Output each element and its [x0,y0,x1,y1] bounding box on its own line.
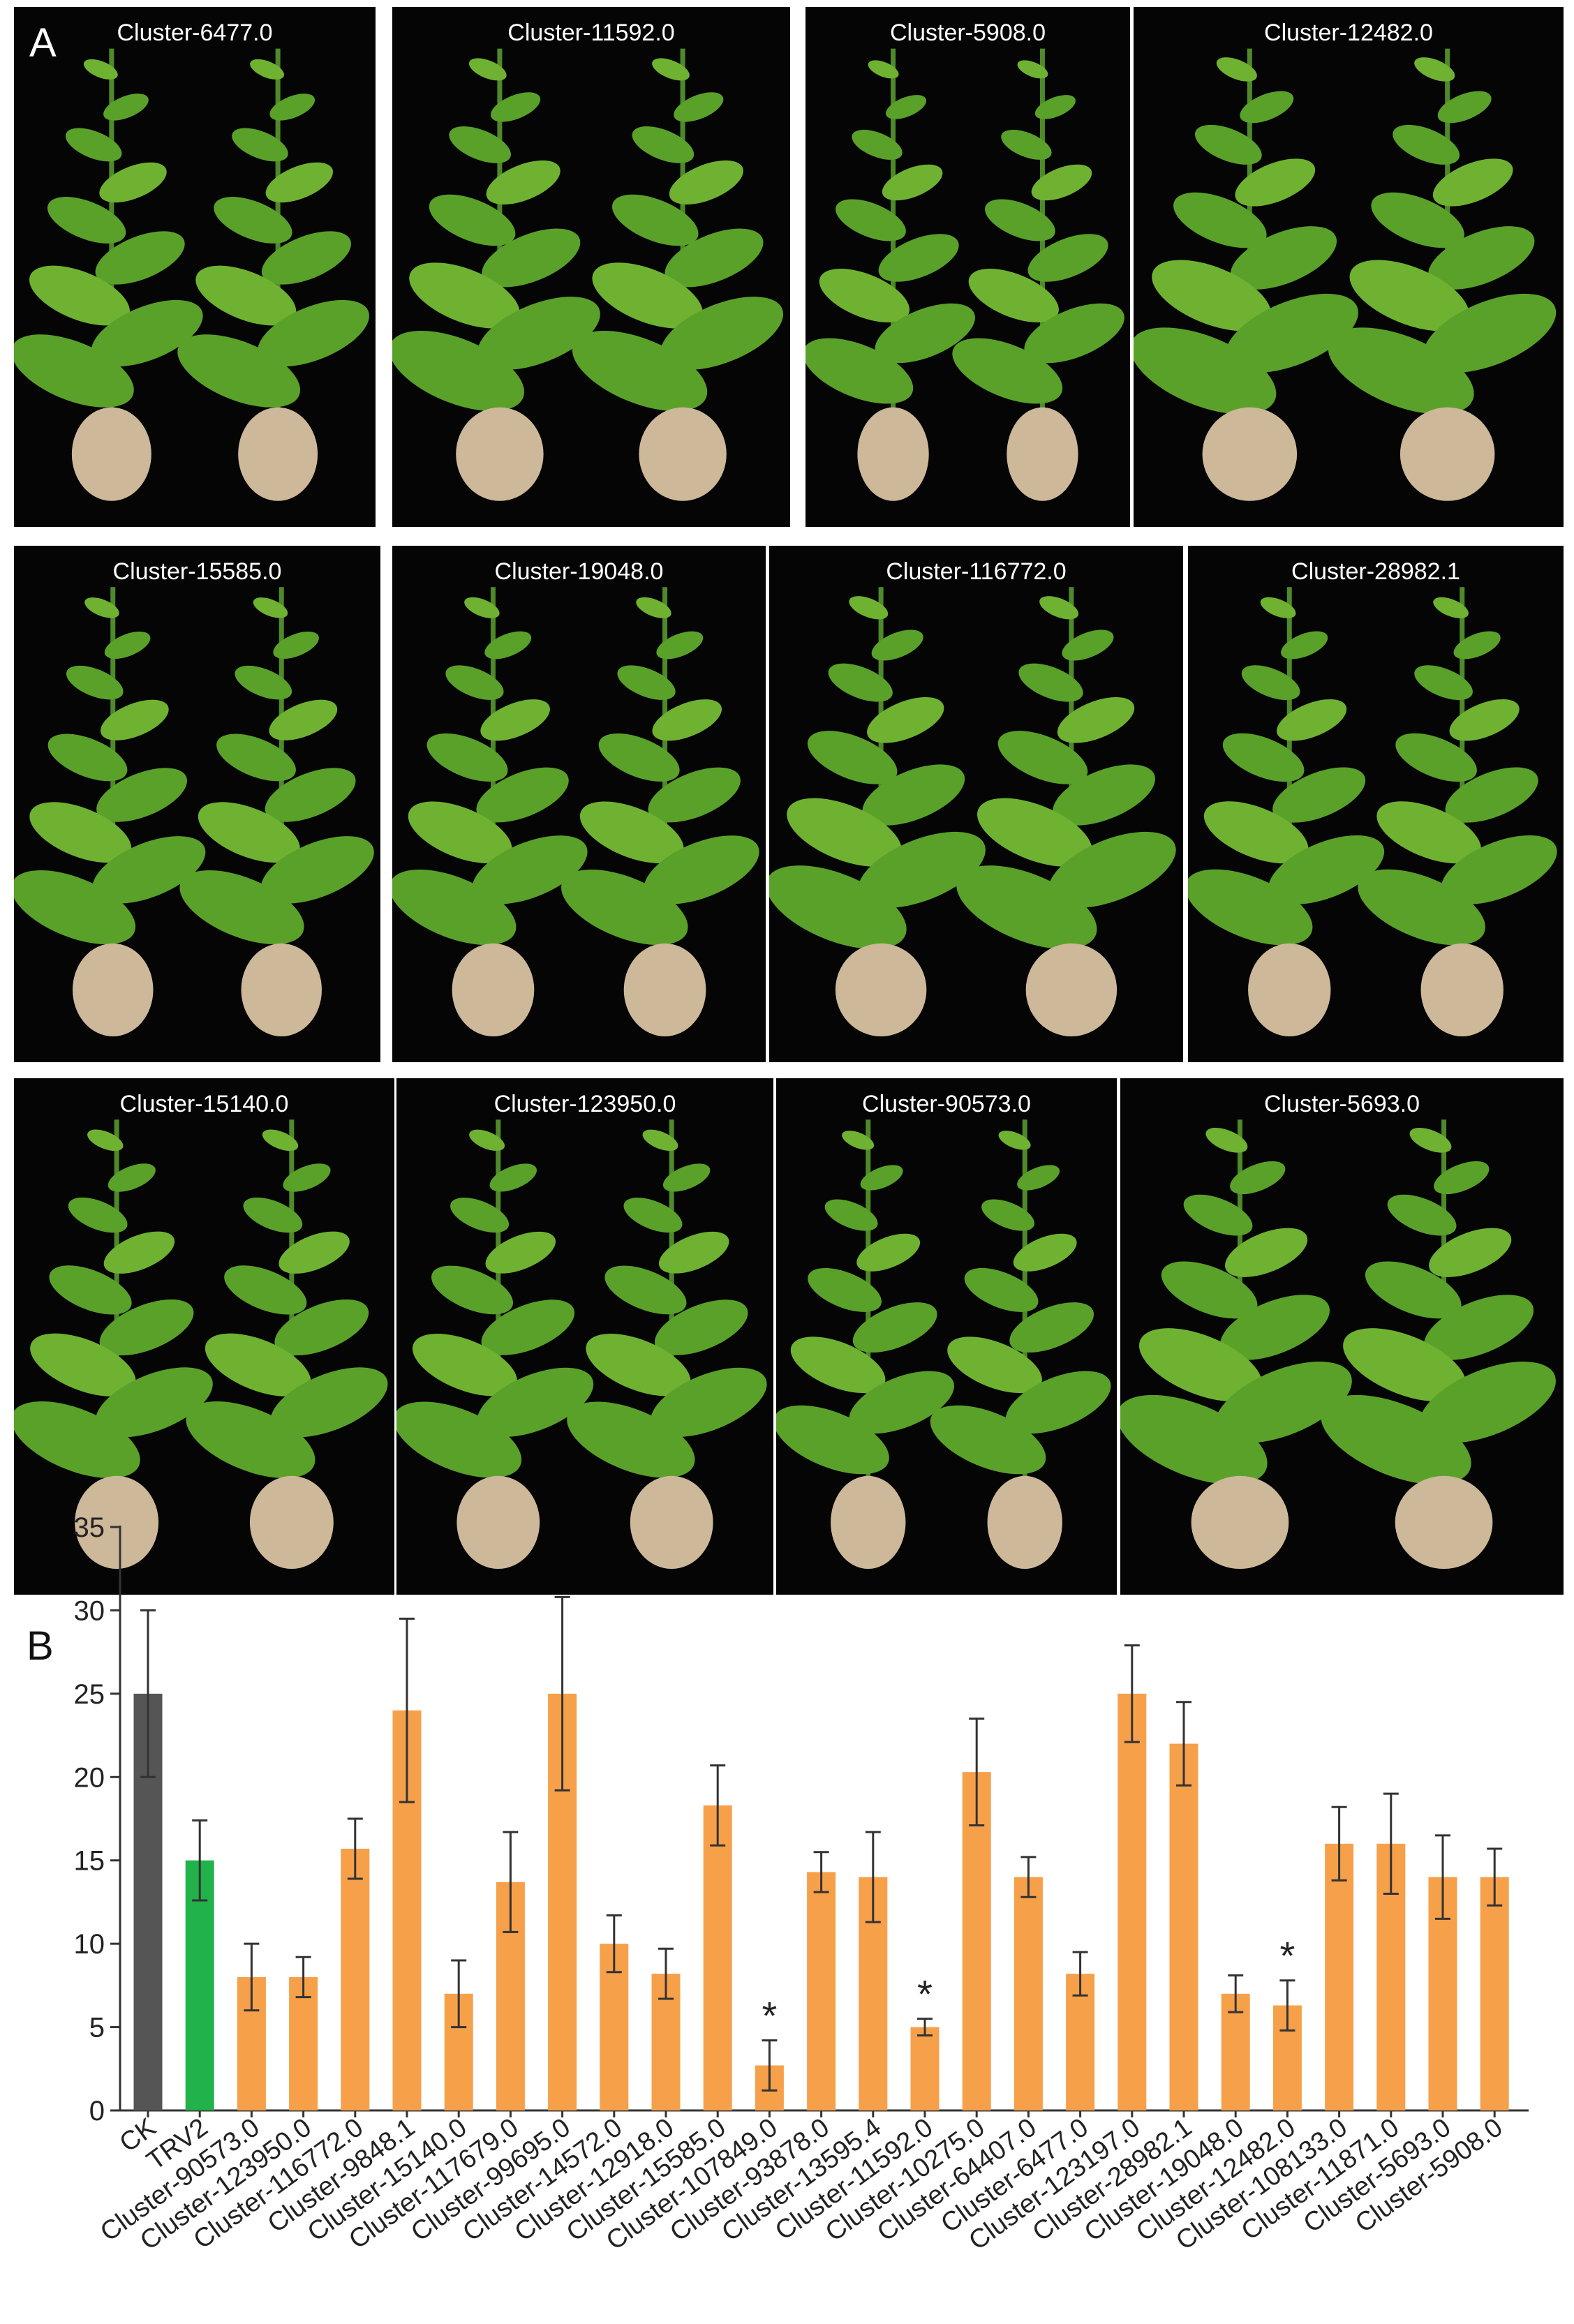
bar [1480,1877,1509,2110]
plant-illustration [179,587,374,1036]
plant-pair-illustration [396,1119,767,1569]
y-tick-label: 10 [74,1929,105,1960]
y-tick-label: 15 [74,1846,105,1877]
plant-illustration [952,48,1124,501]
significance-marker: * [1280,1934,1295,1978]
plant-illustration [1358,587,1557,1036]
significance-marker: * [917,1972,933,2016]
plant-photo: Cluster-19048.0 [392,546,766,1062]
plant-pair-illustration [1188,587,1557,1036]
plant-pair-illustration [805,48,1124,501]
plant-pair-illustration [14,587,374,1036]
plant-photo: Cluster-90573.0 [776,1078,1117,1595]
plant-illustration [561,587,759,1036]
plant-photo: Cluster-5908.0 [805,7,1130,527]
plant-illustration [186,1119,388,1569]
y-tick-label: 30 [74,1595,105,1626]
bar [703,1805,732,2110]
bar [341,1848,370,2110]
bar [185,1860,214,2110]
photo-title: Cluster-15585.0 [112,558,282,585]
photo-title: Cluster-5693.0 [1263,1091,1420,1117]
plant-illustration [14,48,203,501]
plant-illustration [567,1119,767,1569]
plant-illustration [572,48,784,501]
plant-photo: Cluster-5693.0 [1120,1078,1564,1595]
bar [1118,1693,1147,2110]
photo-title: Cluster-116772.0 [886,558,1067,585]
plant-illustration [392,48,600,501]
plant-illustration [776,1119,955,1569]
plant-pair-illustration [1134,48,1557,501]
y-tick-label: 25 [74,1679,105,1710]
plant-pair-illustration [392,587,759,1036]
plant-illustration [930,1119,1111,1569]
y-tick-label: 35 [74,1512,105,1543]
y-tick-label: 5 [89,2013,105,2043]
bar [910,2027,940,2110]
plant-illustration [1321,1119,1556,1569]
bar [1325,1843,1354,2110]
bar [1014,1877,1043,2110]
plant-illustration [177,48,369,501]
photo-title: Cluster-12482.0 [1264,20,1433,46]
plant-illustration [392,587,588,1036]
photo-title: Cluster-5908.0 [889,20,1046,46]
plant-illustration [1134,48,1358,501]
plant-photo: Cluster-6477.0 [14,7,376,527]
photo-title: Cluster-15140.0 [119,1091,289,1117]
plant-photo: Cluster-116772.0 [769,546,1183,1062]
plant-pair-illustration [392,48,784,501]
plant-illustration [1120,1119,1352,1569]
photo-title: Cluster-90573.0 [862,1091,1031,1117]
plant-illustration [1328,48,1557,501]
bar [807,1872,836,2110]
plant-pair-illustration [776,1119,1111,1569]
bar [289,1976,318,2110]
plant-illustration [805,48,975,501]
plant-illustration [396,1119,594,1569]
plant-pair-illustration [1120,1119,1556,1569]
plant-illustration [956,587,1176,1036]
photo-title: Cluster-123950.0 [493,1091,676,1117]
y-tick-label: 20 [74,1762,105,1793]
photo-title: Cluster-28982.1 [1291,558,1460,585]
plant-photo: Cluster-123950.0 [396,1078,773,1595]
plant-photo: Cluster-15140.0 [14,1078,394,1595]
bar [962,1772,991,2110]
bar [1221,1993,1250,2110]
bar [1169,1743,1198,2110]
y-tick-label: 0 [89,2096,105,2126]
plant-photo: Cluster-12482.0 [1134,7,1564,527]
plant-photo: Cluster-11592.0 [392,7,790,527]
plant-pair-illustration [14,48,369,501]
plant-illustration [14,587,206,1036]
plant-illustration [1188,587,1385,1036]
bar [1066,1974,1095,2110]
panel-b-label: B [27,1623,54,1669]
plant-illustration [769,587,986,1036]
plant-pair-illustration [769,587,1176,1036]
photo-title: Cluster-6477.0 [117,20,273,46]
photo-title: Cluster-19048.0 [494,558,664,585]
panel-a-label: A [29,20,57,66]
plant-illustration [14,1119,213,1569]
plant-photo: Cluster-28982.1 [1188,546,1564,1062]
plant-photo: Cluster-15585.0 [14,546,380,1062]
photo-title: Cluster-11592.0 [507,20,675,46]
plant-pair-illustration [14,1119,388,1569]
significance-marker: * [762,1994,778,2038]
